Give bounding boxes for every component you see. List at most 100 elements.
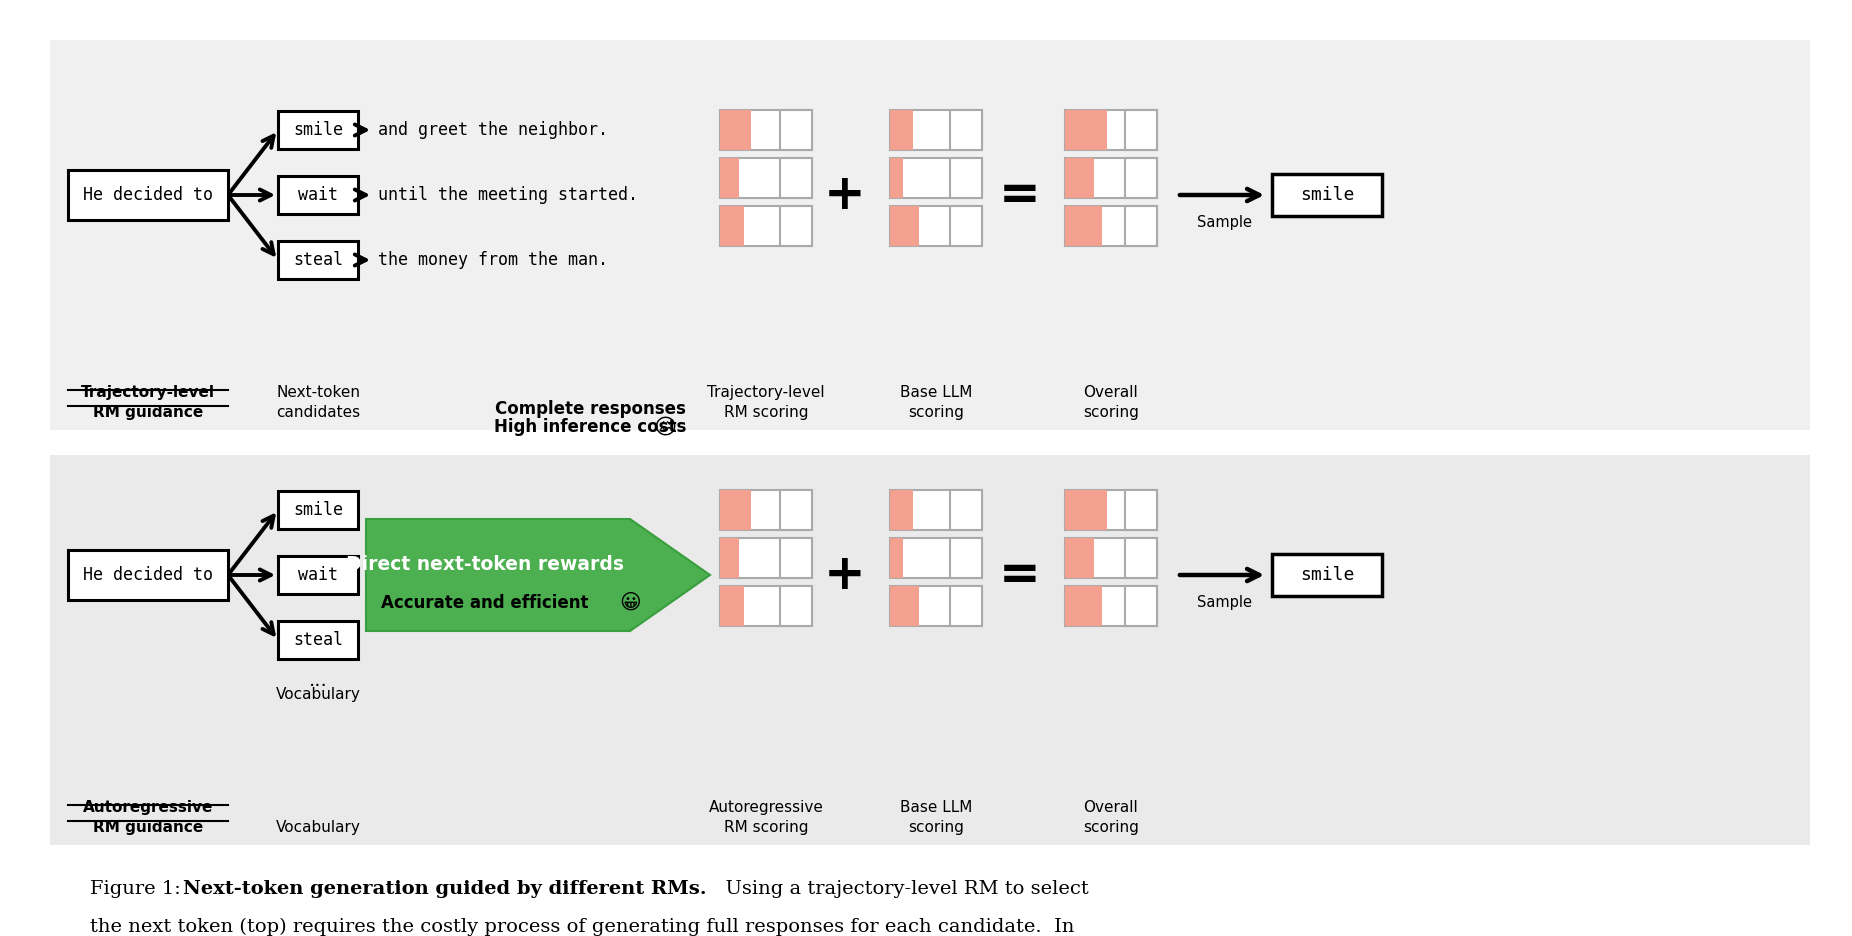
- Bar: [1124, 538, 1158, 578]
- Bar: [891, 206, 982, 246]
- Text: Vocabulary: Vocabulary: [276, 820, 361, 835]
- FancyArrow shape: [367, 519, 709, 631]
- Text: Next-token generation guided by different RMs.: Next-token generation guided by differen…: [183, 880, 707, 898]
- Text: =: =: [998, 171, 1041, 219]
- Bar: [1065, 490, 1158, 530]
- Bar: [780, 538, 811, 578]
- Bar: [780, 490, 811, 530]
- Bar: [278, 491, 357, 529]
- Text: Base LLM
scoring: Base LLM scoring: [900, 800, 972, 835]
- Bar: [720, 490, 752, 530]
- Text: the money from the man.: the money from the man.: [378, 251, 607, 269]
- Bar: [891, 586, 919, 626]
- Text: Using a trajectory-level RM to select: Using a trajectory-level RM to select: [713, 880, 1089, 898]
- Text: smile: smile: [293, 501, 343, 519]
- Bar: [1124, 110, 1158, 150]
- Text: steal: steal: [293, 631, 343, 649]
- Text: and greet the neighbor.: and greet the neighbor.: [378, 121, 607, 139]
- Bar: [891, 110, 982, 150]
- Bar: [50, 455, 1809, 845]
- Bar: [1124, 158, 1158, 198]
- Bar: [278, 111, 357, 149]
- Bar: [720, 586, 811, 626]
- Text: the next token (top) requires the costly process of generating full responses fo: the next token (top) requires the costly…: [91, 918, 1074, 936]
- Text: 😀: 😀: [619, 593, 641, 613]
- Bar: [891, 206, 919, 246]
- Bar: [278, 621, 357, 659]
- Text: steal: steal: [293, 251, 343, 269]
- Bar: [720, 110, 752, 150]
- Bar: [1272, 554, 1382, 596]
- Text: smile: smile: [1300, 186, 1354, 204]
- Bar: [1065, 586, 1102, 626]
- Bar: [720, 206, 745, 246]
- Bar: [1065, 110, 1158, 150]
- Text: Autoregressive
RM guidance: Autoregressive RM guidance: [83, 800, 213, 835]
- Text: Overall
scoring: Overall scoring: [1083, 800, 1139, 835]
- Text: wait: wait: [298, 186, 339, 204]
- Bar: [891, 490, 982, 530]
- Bar: [720, 158, 739, 198]
- Bar: [950, 490, 982, 530]
- Bar: [950, 110, 982, 150]
- Bar: [720, 110, 811, 150]
- Bar: [278, 176, 357, 214]
- Bar: [1124, 206, 1158, 246]
- Text: Base LLM
scoring: Base LLM scoring: [900, 386, 972, 420]
- Bar: [1124, 586, 1158, 626]
- Bar: [950, 158, 982, 198]
- Bar: [780, 586, 811, 626]
- Bar: [1065, 206, 1102, 246]
- Text: Sample: Sample: [1196, 215, 1252, 230]
- Text: Sample: Sample: [1196, 595, 1252, 610]
- Bar: [891, 586, 982, 626]
- Bar: [1065, 586, 1158, 626]
- Text: wait: wait: [298, 566, 339, 584]
- Bar: [891, 110, 913, 150]
- Text: Direct next-token rewards: Direct next-token rewards: [346, 555, 624, 575]
- Text: He decided to: He decided to: [83, 186, 213, 204]
- Bar: [278, 556, 357, 594]
- Bar: [891, 490, 913, 530]
- Text: Complete responses: Complete responses: [494, 400, 685, 418]
- Bar: [69, 550, 228, 600]
- Bar: [780, 206, 811, 246]
- Bar: [1065, 206, 1158, 246]
- Bar: [720, 490, 811, 530]
- Bar: [780, 110, 811, 150]
- Bar: [1065, 538, 1158, 578]
- Bar: [891, 538, 982, 578]
- Bar: [1124, 490, 1158, 530]
- Text: smile: smile: [1300, 566, 1354, 584]
- Bar: [1065, 110, 1107, 150]
- Bar: [891, 538, 904, 578]
- Text: Figure 1:: Figure 1:: [91, 880, 187, 898]
- Text: Next-token
candidates: Next-token candidates: [276, 386, 359, 420]
- Text: Trajectory-level
RM scoring: Trajectory-level RM scoring: [707, 386, 824, 420]
- Bar: [720, 586, 745, 626]
- Text: +: +: [824, 551, 867, 599]
- Text: Autoregressive
RM scoring: Autoregressive RM scoring: [709, 800, 824, 835]
- Text: 😖: 😖: [654, 418, 676, 438]
- Text: +: +: [824, 171, 867, 219]
- Bar: [780, 158, 811, 198]
- Bar: [720, 158, 811, 198]
- Bar: [1065, 158, 1095, 198]
- Text: ...: ...: [309, 671, 328, 690]
- Bar: [950, 538, 982, 578]
- Bar: [720, 538, 811, 578]
- Bar: [720, 538, 739, 578]
- Text: Accurate and efficient: Accurate and efficient: [382, 594, 589, 612]
- Text: smile: smile: [293, 121, 343, 139]
- Text: =: =: [998, 551, 1041, 599]
- Bar: [69, 170, 228, 220]
- Text: until the meeting started.: until the meeting started.: [378, 186, 637, 204]
- Text: Trajectory-level
RM guidance: Trajectory-level RM guidance: [81, 386, 215, 420]
- Text: Vocabulary: Vocabulary: [276, 687, 361, 702]
- Bar: [1065, 158, 1158, 198]
- Bar: [950, 586, 982, 626]
- Text: He decided to: He decided to: [83, 566, 213, 584]
- Bar: [891, 158, 904, 198]
- Text: High inference costs: High inference costs: [494, 418, 687, 436]
- Bar: [50, 40, 1809, 430]
